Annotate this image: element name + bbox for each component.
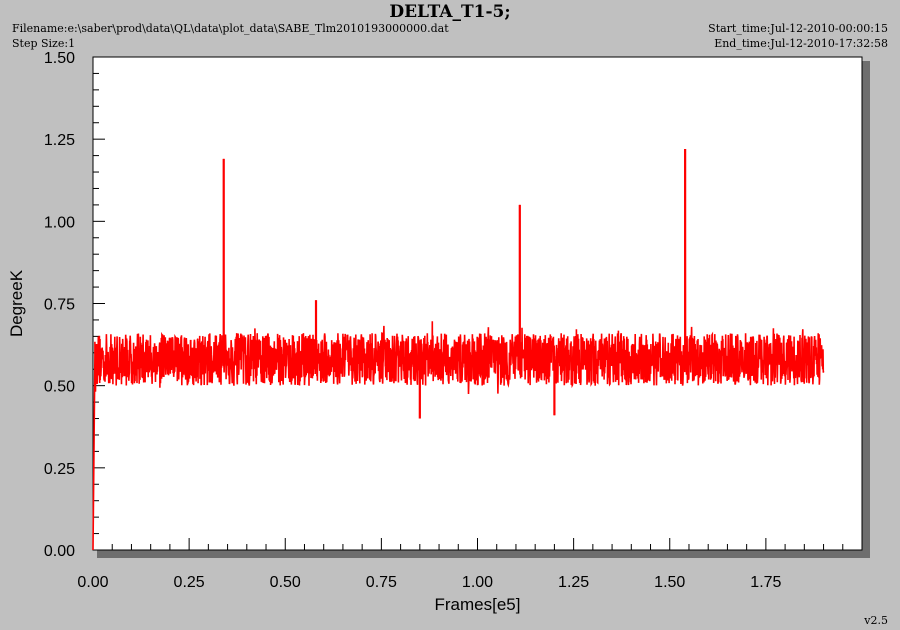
x-tick-label: 0.75 <box>366 574 397 591</box>
end-time-label: End_time:Jul-12-2010-17:32:58 <box>714 37 888 50</box>
tick-labels: 0.00 0.25 0.50 0.75 1.00 1.25 1.50 0.00 0.25 0.50… <box>44 50 782 591</box>
series-layer <box>92 148 825 551</box>
y-tick-label: 1.50 <box>44 50 75 67</box>
start-time-label: Start_time:Jul-12-2010-00:00:15 <box>708 22 888 35</box>
y-tick-label: 1.00 <box>44 214 75 231</box>
step-size-label: Step Size:1 <box>12 37 76 50</box>
x-tick-label: 0.50 <box>270 574 301 591</box>
x-tick-label: 1.75 <box>750 574 781 591</box>
y-tick-label: 0.75 <box>44 297 75 314</box>
x-axis-label: Frames[e5] <box>435 595 521 614</box>
y-tick-label: 0.25 <box>44 461 75 478</box>
y-tick-label: 0.50 <box>44 379 75 396</box>
plot-area <box>92 56 863 551</box>
y-tick-label: 1.25 <box>44 132 75 149</box>
series-line <box>92 148 825 551</box>
version-label: v2.5 <box>864 614 888 627</box>
x-tick-label: 1.50 <box>654 574 685 591</box>
y-tick-label: 0.00 <box>44 543 75 560</box>
y-axis-label: DegreeK <box>7 269 26 337</box>
chart-title: DELTA_T1-5; <box>389 2 511 22</box>
x-tick-label: 1.25 <box>558 574 589 591</box>
x-tick-label: 0.00 <box>77 574 108 591</box>
x-tick-label: 1.00 <box>462 574 493 591</box>
x-tick-label: 0.25 <box>174 574 205 591</box>
filename-label: Filename:e:\saber\prod\data\QL\data\plot… <box>12 22 449 35</box>
